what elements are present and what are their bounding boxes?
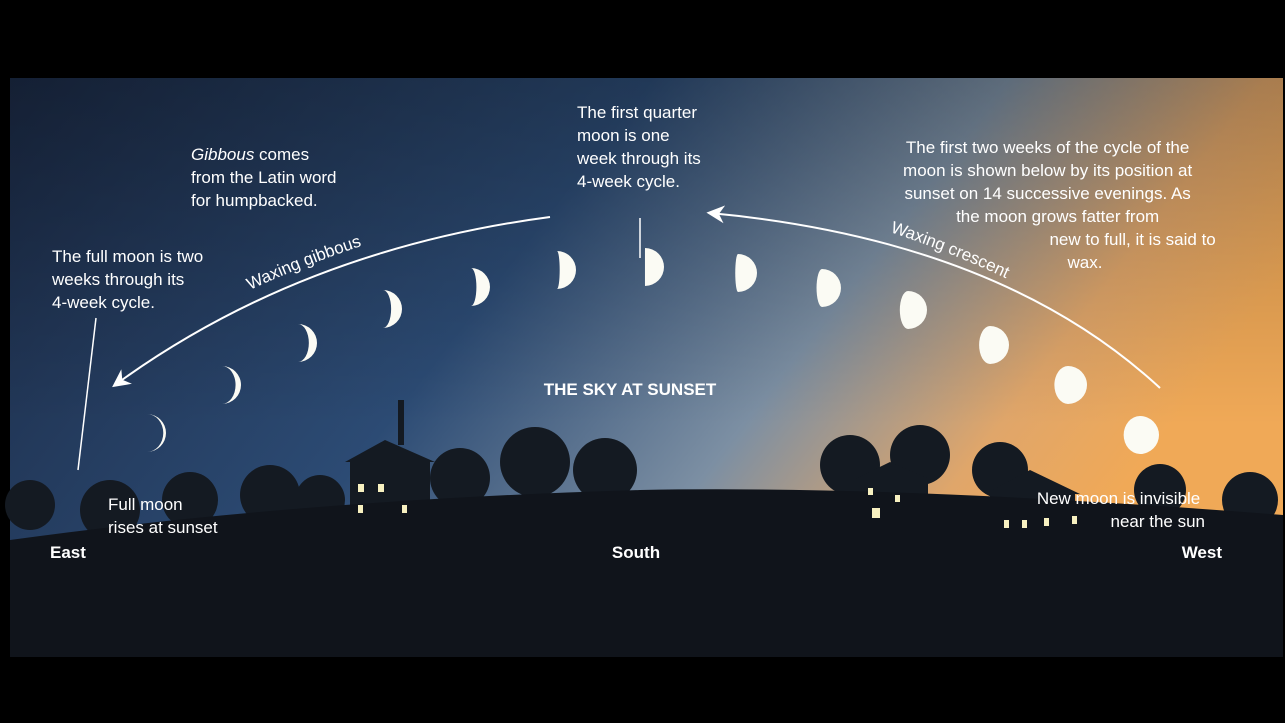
note-line: The first quarter: [577, 103, 697, 122]
note-line: 4-week cycle.: [577, 172, 680, 191]
note-line: rises at sunset: [108, 518, 218, 537]
note-line: sunset on 14 successive evenings. As: [904, 184, 1190, 203]
title: THE SKY AT SUNSET: [544, 380, 717, 399]
note-line: near the sun: [1110, 512, 1205, 531]
note-line: for humpbacked.: [191, 191, 318, 210]
note-line: moon is shown below by its position at: [903, 161, 1192, 180]
direction-label: West: [1182, 543, 1223, 562]
note-line: from the Latin word: [191, 168, 337, 187]
note-line: new to full, it is said to: [1049, 230, 1215, 249]
direction-label: South: [612, 543, 660, 562]
note-line: 4-week cycle.: [52, 293, 155, 312]
note-line: New moon is invisible: [1037, 489, 1200, 508]
note-line: The first two weeks of the cycle of the: [906, 138, 1189, 157]
note-line: comes: [254, 145, 309, 164]
note-line: Full moon: [108, 495, 183, 514]
gibbous-term: Gibbous: [191, 145, 255, 164]
note-line: the moon grows fatter from: [956, 207, 1159, 226]
note-line: week through its: [576, 149, 701, 168]
note-line: moon is one: [577, 126, 670, 145]
scene: THE SKY AT SUNSET Gibbous comes from the…: [0, 0, 1285, 723]
note-line: weeks through its: [51, 270, 184, 289]
note-line: wax.: [1067, 253, 1103, 272]
direction-label: East: [50, 543, 86, 562]
note-line: The full moon is two: [52, 247, 203, 266]
